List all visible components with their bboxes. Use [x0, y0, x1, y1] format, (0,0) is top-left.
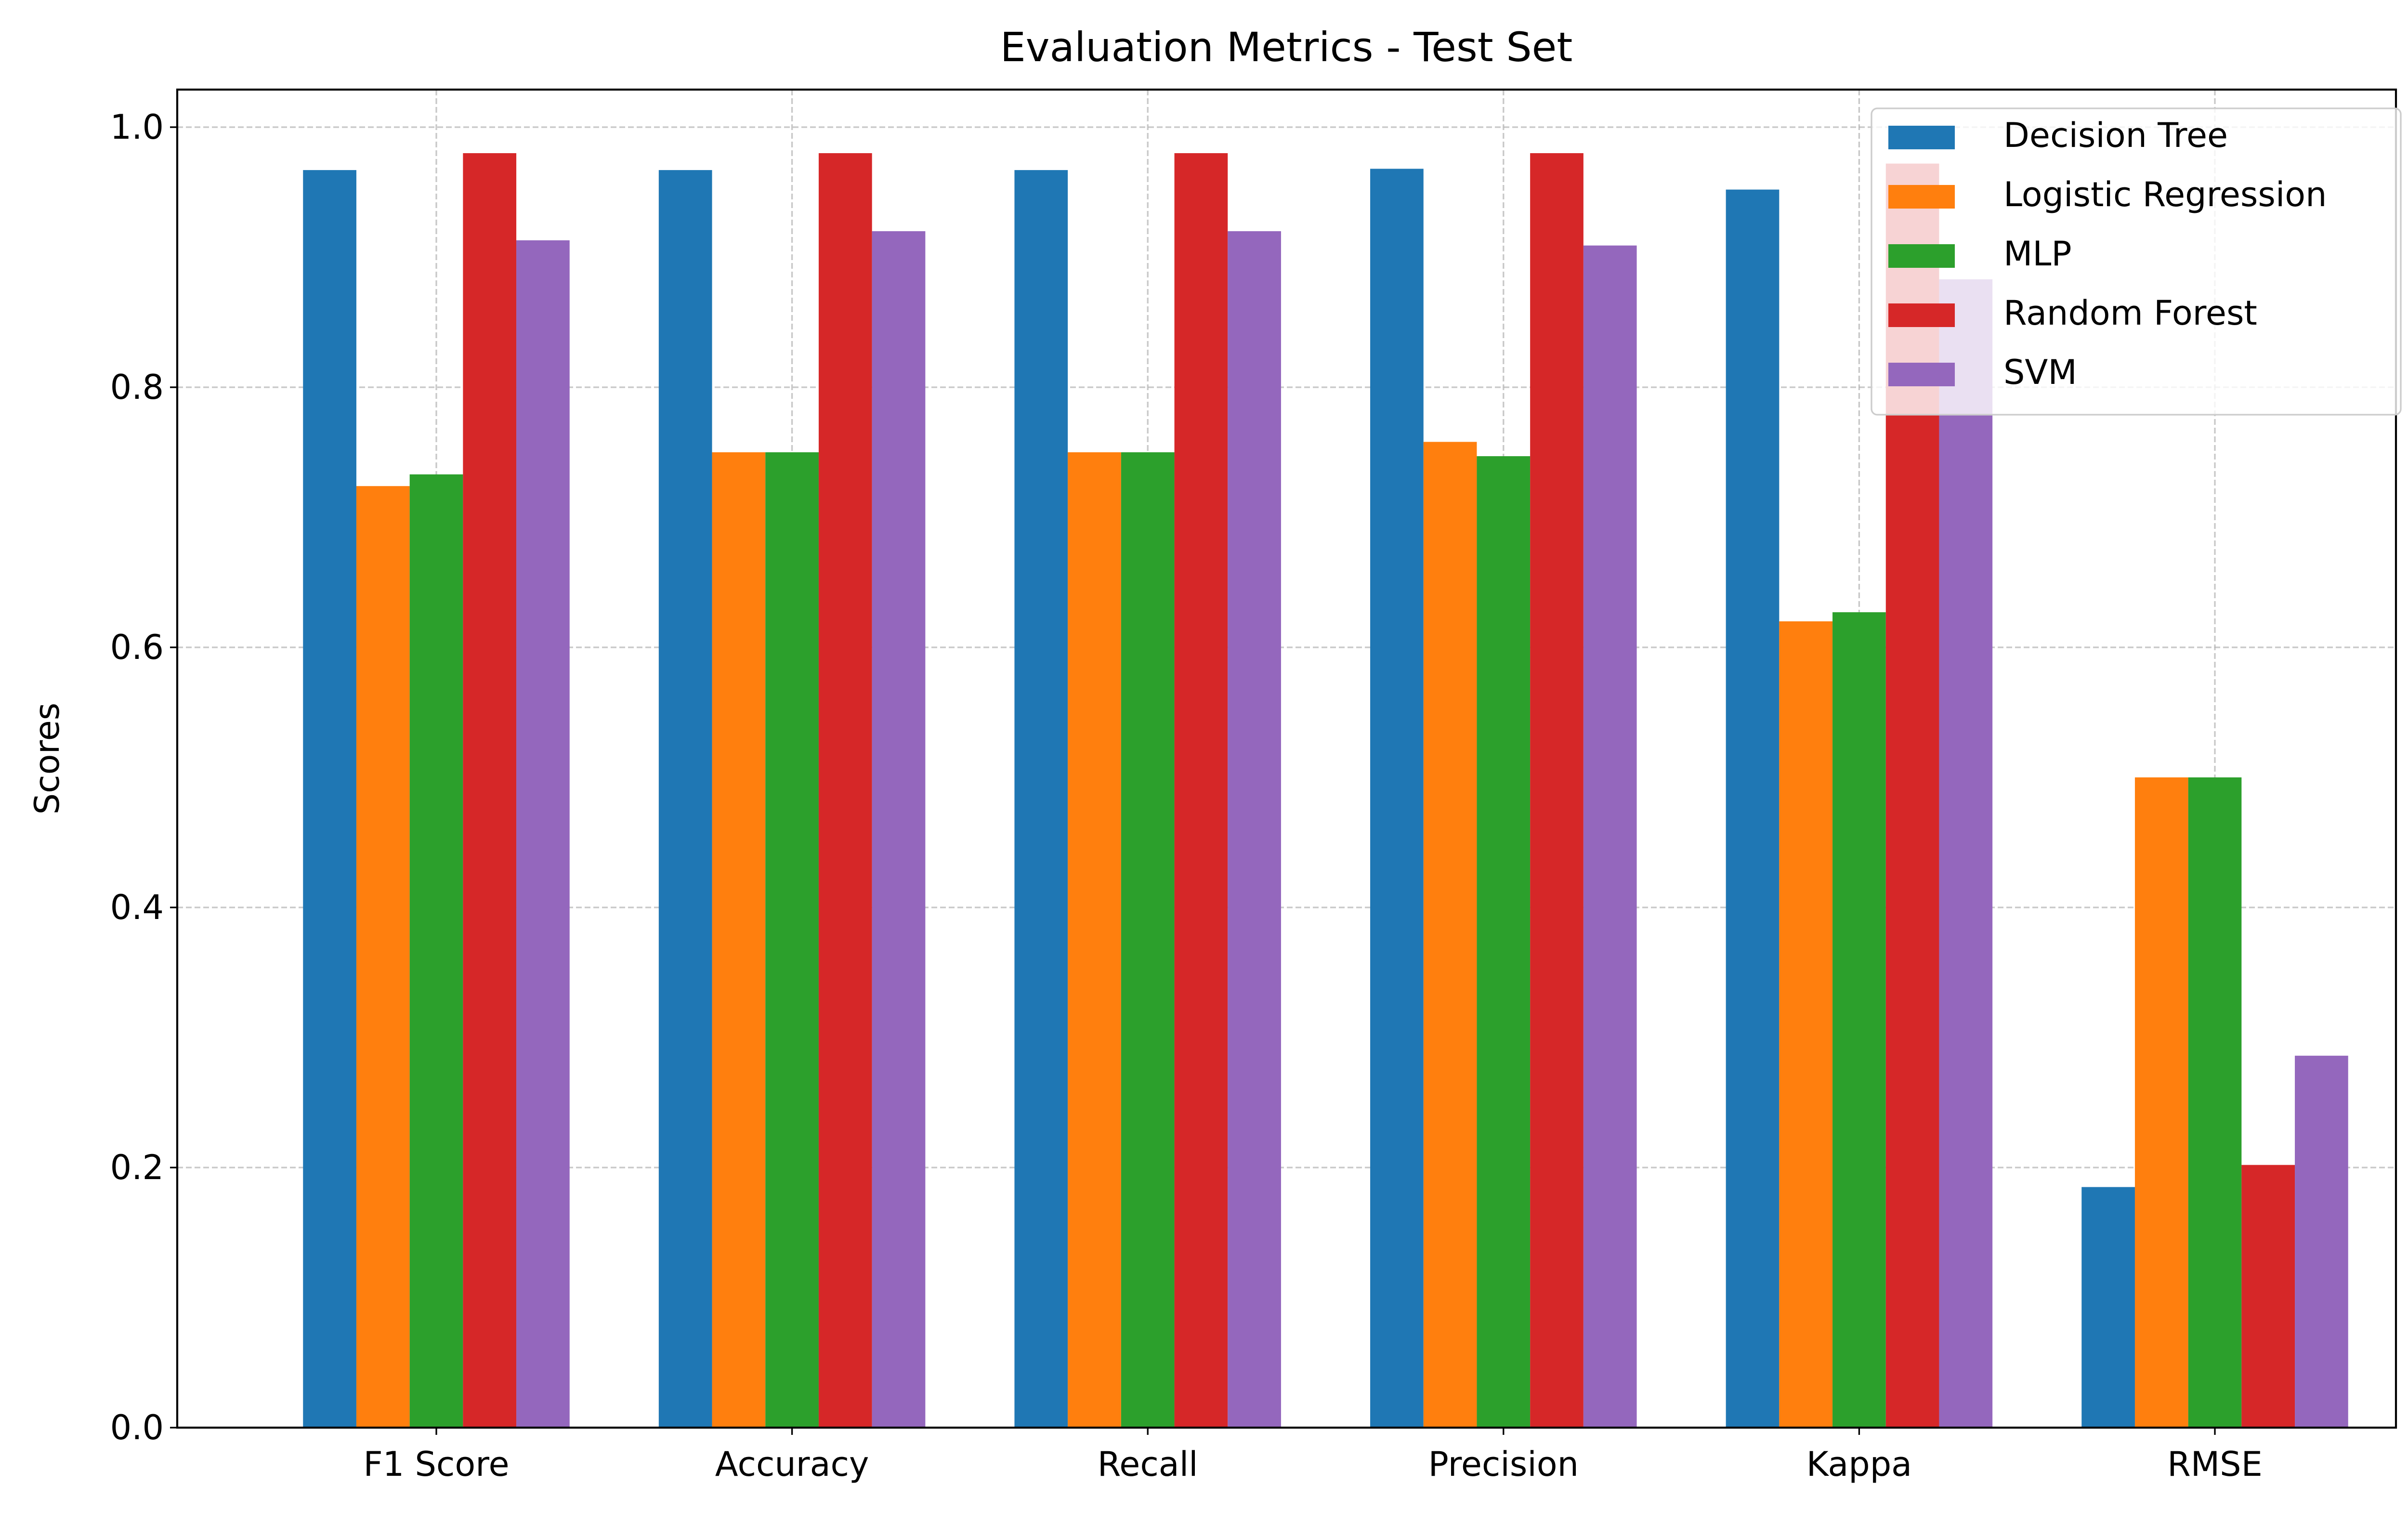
bar-logistic-regression-rmse [2134, 777, 2188, 1428]
y-tick-label: 0.4 [110, 888, 164, 927]
legend-box [1871, 107, 2402, 416]
bar-svm-rmse [2295, 1055, 2348, 1428]
chart-title: Evaluation Metrics - Test Set [1000, 24, 1573, 71]
bar-decision-tree-precision [1370, 169, 1424, 1428]
bar-decision-tree-accuracy [658, 170, 712, 1428]
y-tick-label: 0.2 [110, 1148, 164, 1187]
legend-label: Random Forest [2003, 293, 2257, 333]
axis-ticks: 0.0 0.2 0.4 0.6 0.8 1.0 F1 Score Accuracy Recall… [110, 107, 2263, 1484]
x-tick-label: Accuracy [715, 1444, 869, 1484]
x-tick-label: Recall [1098, 1444, 1198, 1484]
y-tick-label: 1.0 [110, 107, 164, 147]
bar-random-forest-rmse [2241, 1165, 2295, 1428]
bar-mlp-rmse [2188, 777, 2242, 1428]
axes-frame [176, 88, 2397, 1429]
bar-svm-recall [1228, 231, 1281, 1428]
x-tick-label: RMSE [2167, 1444, 2263, 1484]
bar-svm-f1-score [516, 240, 570, 1428]
x-tick-label: Precision [1428, 1444, 1579, 1484]
bar-svm-kappa [1939, 279, 1993, 1428]
x-tick-label: Kappa [1806, 1444, 1912, 1484]
legend-label: SVM [2003, 353, 2077, 392]
bar-random-forest-precision [1530, 153, 1584, 1428]
legend-swatch [1888, 185, 1955, 209]
legend-swatch [1888, 244, 1955, 268]
legend-swatch [1888, 363, 1955, 386]
bar-random-forest-recall [1174, 153, 1228, 1428]
bar-random-forest-accuracy [818, 153, 872, 1428]
y-axis-label: Scores [27, 703, 67, 815]
bar-decision-tree-recall [1014, 170, 1068, 1428]
bar-logistic-regression-accuracy [712, 452, 766, 1428]
bar-logistic-regression-precision [1423, 442, 1477, 1428]
x-tick-label: F1 Score [363, 1444, 509, 1484]
bar-random-forest-f1-score [463, 153, 517, 1428]
legend-label: Decision Tree [2003, 116, 2228, 155]
bar-mlp-precision [1477, 456, 1531, 1428]
y-tick-label: 0.6 [110, 628, 164, 667]
bar-mlp-recall [1121, 452, 1175, 1428]
y-tick-label: 0.0 [110, 1408, 164, 1447]
bars [303, 153, 2348, 1428]
bar-decision-tree-rmse [2081, 1187, 2135, 1428]
legend-label: MLP [2003, 234, 2072, 274]
bar-svm-accuracy [872, 231, 926, 1428]
bar-svm-precision [1583, 245, 1637, 1428]
legend: Decision Tree Logistic Regression MLP Rando… [1871, 107, 2402, 416]
bar-logistic-regression-recall [1068, 452, 1121, 1428]
bar-decision-tree-kappa [1726, 189, 1780, 1428]
legend-swatch [1888, 126, 1955, 149]
y-tick-label: 0.8 [110, 368, 164, 407]
bar-mlp-kappa [1832, 612, 1886, 1428]
bar-logistic-regression-kappa [1779, 621, 1833, 1428]
bar-logistic-regression-f1-score [356, 486, 410, 1428]
legend-swatch [1888, 303, 1955, 327]
bar-mlp-accuracy [765, 452, 819, 1428]
bar-mlp-f1-score [409, 474, 463, 1428]
legend-label: Logistic Regression [2003, 175, 2327, 214]
bar-decision-tree-f1-score [303, 170, 356, 1428]
